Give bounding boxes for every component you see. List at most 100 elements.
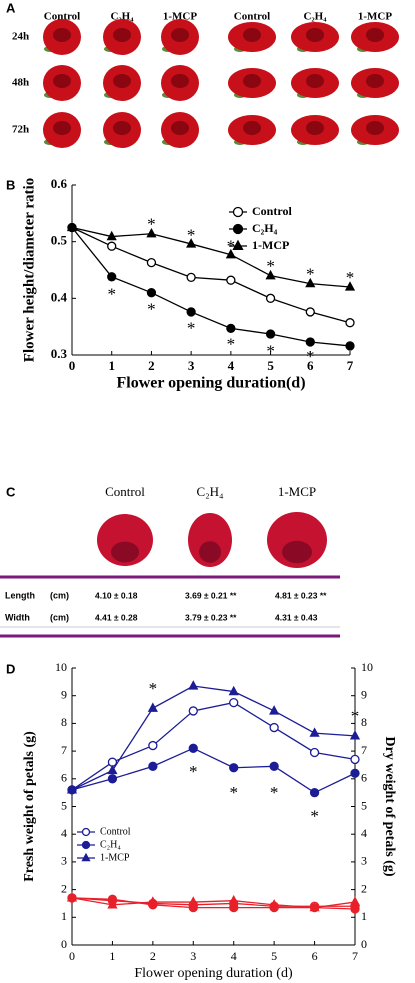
data-point xyxy=(146,257,157,268)
rose-center xyxy=(243,28,261,42)
column-header: Control xyxy=(234,11,270,23)
column-header: C₂H₄ xyxy=(196,484,224,499)
data-point xyxy=(309,727,320,737)
legend-label: Control xyxy=(252,204,292,218)
data-point xyxy=(188,680,199,690)
significance-mark: * xyxy=(266,257,275,276)
data-point xyxy=(305,337,315,347)
x-tick-label: 6 xyxy=(312,949,318,963)
data-point xyxy=(226,323,236,334)
data-point xyxy=(349,896,361,906)
legend-label: C₂H₄ xyxy=(252,221,278,235)
rose-center xyxy=(306,74,324,88)
data-point xyxy=(106,230,117,241)
significance-mark: * xyxy=(346,268,355,287)
data-point xyxy=(225,248,236,259)
data-point xyxy=(344,281,356,291)
data-point xyxy=(107,272,117,282)
x-tick-label: 1 xyxy=(109,949,115,963)
rose-center xyxy=(243,74,261,88)
y2-tick-label: 7 xyxy=(361,743,367,757)
legend-label: 1-MCP xyxy=(100,852,130,863)
significance-mark: * xyxy=(149,679,158,698)
data-point xyxy=(188,896,199,906)
y-tick-label: 5 xyxy=(61,798,67,812)
x-axis-label: Flower opening duration (d) xyxy=(134,966,293,981)
panel-label: B xyxy=(6,177,15,192)
panel-label: C xyxy=(6,484,16,499)
significance-mark: * xyxy=(189,762,198,781)
petal-photo xyxy=(97,514,153,566)
row-unit: (cm) xyxy=(50,590,69,600)
table-cell: 3.79 ± 0.23 ** xyxy=(185,612,237,622)
y-tick-label: 3 xyxy=(61,854,67,868)
column-header: C₂H₄ xyxy=(303,11,327,23)
significance-mark: * xyxy=(147,215,156,234)
data-point xyxy=(188,706,198,716)
significance-mark: * xyxy=(266,342,275,361)
table-cell: 4.41 ± 0.28 xyxy=(95,612,138,622)
significance-mark: * xyxy=(270,783,279,802)
data-point xyxy=(349,730,361,740)
y2-tick-label: 3 xyxy=(361,854,367,868)
y-tick-label: 2 xyxy=(61,881,67,895)
y-tick-label: 6 xyxy=(61,771,67,785)
rose-center xyxy=(366,74,384,88)
y-tick-label: 0.4 xyxy=(51,289,68,304)
data-point xyxy=(228,894,239,905)
legend-marker xyxy=(81,852,91,862)
rose-center xyxy=(366,28,384,42)
series-line xyxy=(71,897,356,909)
data-point xyxy=(229,763,239,773)
column-header: Control xyxy=(105,484,145,499)
rose-center xyxy=(53,74,71,88)
data-point xyxy=(148,761,158,771)
data-point xyxy=(147,896,158,906)
table-cell: 3.69 ± 0.21 ** xyxy=(185,590,237,600)
legend-marker xyxy=(232,206,244,218)
data-point xyxy=(269,899,280,909)
data-point xyxy=(228,685,239,696)
rose-center xyxy=(171,121,189,135)
data-point xyxy=(345,341,355,351)
data-point xyxy=(309,747,320,758)
data-point xyxy=(309,901,320,912)
data-point xyxy=(269,722,279,733)
significance-mark: * xyxy=(147,300,156,319)
significance-mark: * xyxy=(107,284,116,303)
data-point xyxy=(146,227,157,238)
series-line xyxy=(71,226,351,288)
x-tick-label: 2 xyxy=(150,949,156,963)
data-point xyxy=(146,288,157,298)
rose-center xyxy=(171,28,189,42)
y2-tick-label: 6 xyxy=(361,771,367,785)
legend-marker xyxy=(232,223,244,235)
x-tick-label: 3 xyxy=(190,949,196,963)
data-point xyxy=(186,238,197,248)
data-point xyxy=(345,318,355,328)
panel-label: A xyxy=(6,0,16,15)
data-point xyxy=(186,272,196,283)
significance-mark: * xyxy=(187,318,196,337)
series-line xyxy=(71,226,351,324)
rose-center xyxy=(113,121,131,135)
y-tick-label: 0.5 xyxy=(51,233,68,248)
legend-label: Control xyxy=(100,826,131,837)
data-point xyxy=(350,754,360,765)
rose-center xyxy=(366,121,384,135)
y-tick-label: 9 xyxy=(61,687,67,701)
x-tick-label: 7 xyxy=(352,949,358,963)
legend-marker xyxy=(81,840,91,850)
y2-tick-label: 8 xyxy=(361,715,367,729)
x-tick-label: 5 xyxy=(267,358,274,373)
data-point xyxy=(147,702,158,712)
data-point xyxy=(269,761,279,771)
series-line xyxy=(71,685,356,791)
rose-center xyxy=(53,121,71,135)
rose-center xyxy=(53,28,71,42)
y-tick-label: 8 xyxy=(61,715,67,729)
data-point xyxy=(309,788,320,798)
data-point xyxy=(229,902,239,913)
significance-mark: * xyxy=(310,806,319,825)
y2-tick-label: 5 xyxy=(361,798,367,812)
